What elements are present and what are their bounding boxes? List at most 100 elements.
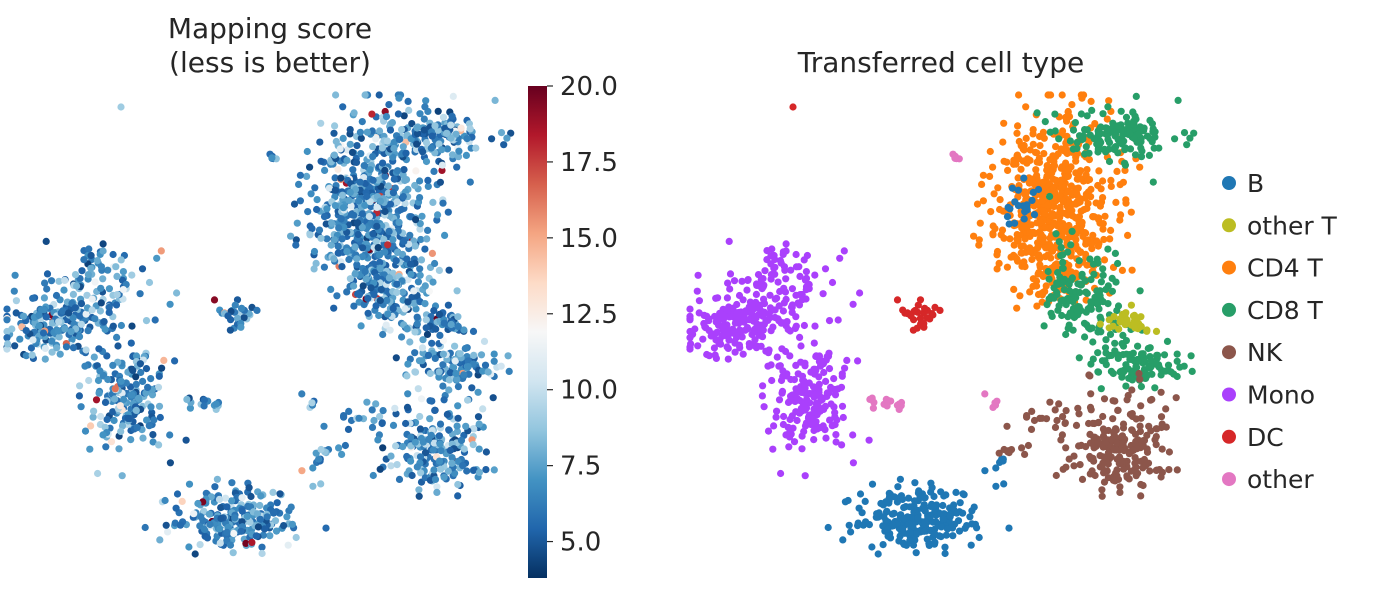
score-point [132, 352, 141, 360]
mapping-score-title-line2: (less is better) [169, 46, 371, 79]
score-point [73, 282, 81, 290]
score-point [416, 225, 424, 233]
cell-point [839, 536, 847, 544]
score-point [136, 290, 144, 298]
score-point [389, 236, 397, 244]
cell-point [1106, 235, 1114, 243]
cell-point [723, 294, 732, 302]
score-point [350, 302, 358, 310]
cell-point [802, 286, 810, 294]
score-point [55, 277, 63, 285]
score-point [293, 219, 301, 227]
cell-point [810, 436, 818, 444]
score-point [373, 273, 381, 281]
cell-point [1188, 367, 1196, 375]
cell-point [1084, 305, 1092, 313]
cell-point [1020, 174, 1028, 182]
cell-point [784, 325, 792, 334]
cell-point [1098, 492, 1106, 500]
score-point [481, 361, 490, 369]
score-point [317, 234, 325, 242]
cell-point [1033, 282, 1041, 290]
score-point [223, 528, 231, 537]
cell-point [1143, 445, 1151, 453]
cell-point [815, 373, 823, 381]
legend-label: NK [1247, 338, 1283, 367]
score-point [440, 473, 448, 481]
score-point [447, 121, 455, 129]
score-point [357, 322, 365, 330]
score-point [405, 106, 413, 114]
cell-point [730, 277, 739, 285]
score-point [287, 503, 295, 511]
legend-label: B [1247, 169, 1264, 198]
score-point [210, 296, 219, 304]
cell-point [998, 226, 1007, 234]
cell-point [1044, 267, 1052, 276]
score-point [96, 367, 104, 375]
score-point [320, 422, 328, 430]
score-point [80, 256, 88, 264]
score-point [372, 238, 380, 246]
score-point [69, 314, 77, 322]
score-point [431, 406, 439, 414]
score-point [403, 403, 412, 411]
score-point [438, 146, 446, 154]
score-point [404, 360, 412, 368]
cell-point [686, 305, 694, 313]
cell-point [1041, 210, 1049, 218]
score-point [410, 299, 418, 307]
score-point [69, 290, 77, 298]
cell-point [1115, 325, 1123, 333]
score-point [406, 231, 414, 239]
cell-point [1111, 132, 1119, 140]
cell-point [1085, 176, 1094, 184]
cell-point [1069, 200, 1078, 208]
score-point [162, 521, 170, 529]
score-point [117, 377, 125, 385]
score-point [448, 454, 456, 462]
score-point [417, 469, 425, 477]
score-point [421, 245, 429, 253]
score-point [353, 142, 361, 150]
score-point [454, 153, 463, 161]
score-point [52, 291, 61, 300]
cell-point [1106, 330, 1115, 338]
score-point [390, 144, 398, 153]
cell-point [1099, 265, 1107, 273]
score-point [243, 512, 251, 521]
score-point [56, 350, 64, 358]
score-point [389, 153, 397, 161]
cell-point [937, 523, 946, 531]
cell-point [1087, 360, 1095, 368]
cell-point [718, 311, 726, 319]
score-point [238, 494, 246, 502]
cell-point [1018, 444, 1026, 452]
score-point [288, 520, 296, 528]
score-point [338, 450, 346, 458]
cell-point [1089, 260, 1098, 268]
score-point [182, 436, 190, 444]
score-point [351, 270, 359, 278]
cell-point [1107, 176, 1115, 184]
score-point [373, 222, 381, 230]
score-point [480, 337, 489, 345]
cell-point [991, 225, 999, 233]
score-point [85, 376, 93, 385]
score-point [363, 398, 371, 406]
score-point [81, 427, 90, 435]
cell-point [889, 520, 897, 529]
score-point [68, 336, 76, 344]
cell-point [785, 443, 793, 451]
score-point [215, 495, 224, 503]
score-point [353, 219, 362, 227]
cell-point [1117, 107, 1125, 115]
cell-point [989, 163, 997, 171]
cell-point [1109, 415, 1117, 423]
score-point [333, 292, 341, 300]
cell-point [967, 541, 975, 549]
score-point [395, 135, 403, 144]
cell-point [970, 232, 978, 240]
colorbar: 5.0 7.5 10.0 12.5 15.0 17.5 20.0 [528, 72, 618, 578]
score-point [132, 380, 140, 388]
